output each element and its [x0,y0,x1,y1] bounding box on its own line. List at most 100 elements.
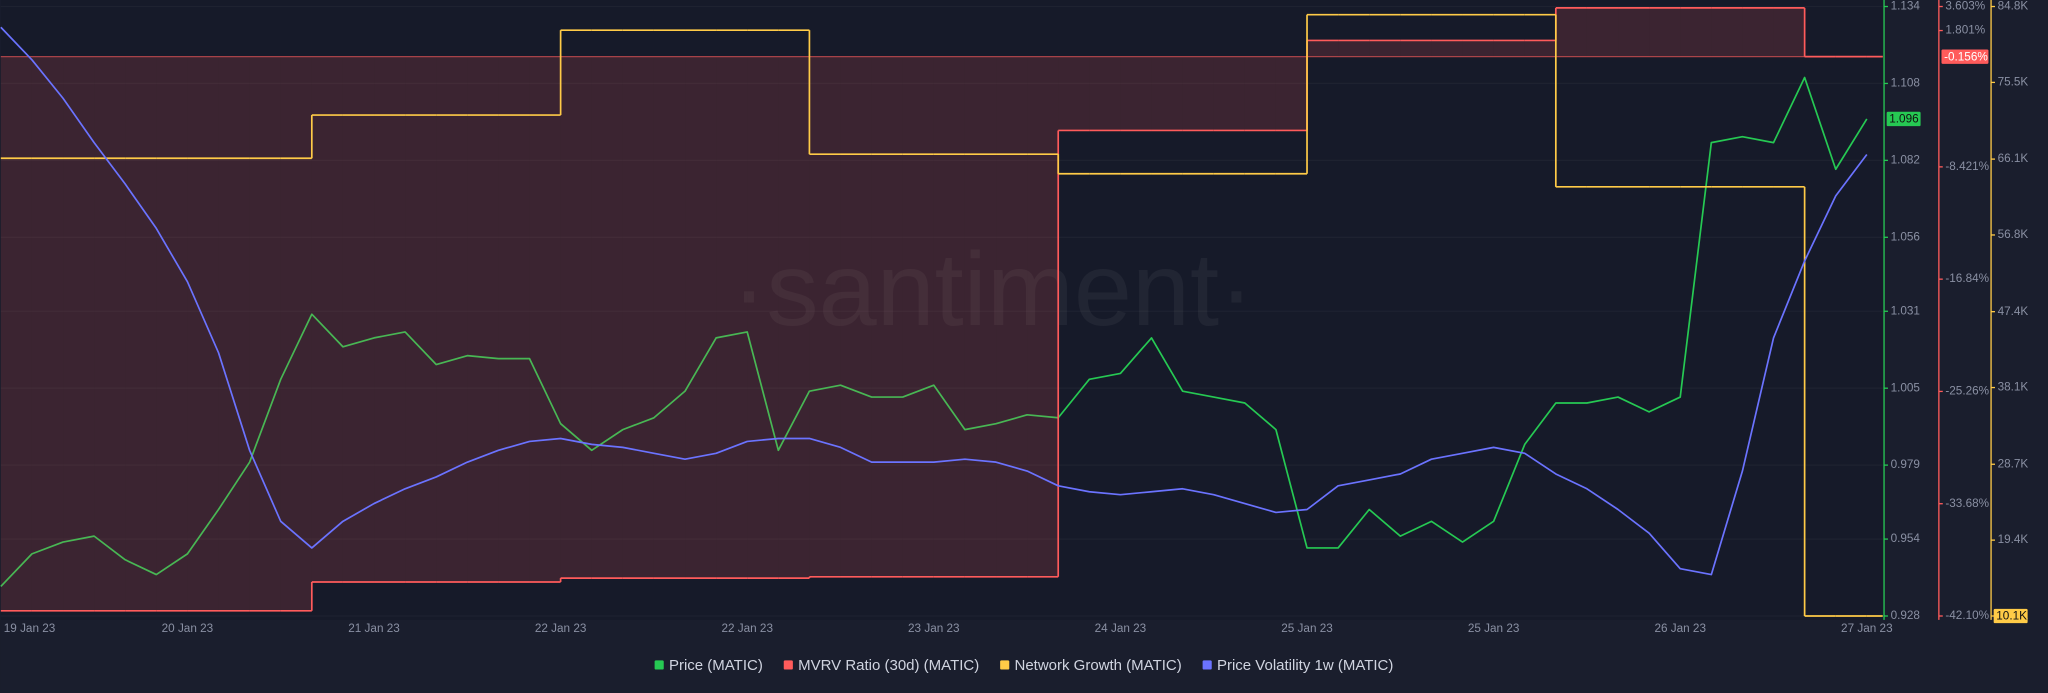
y-tick-label: -25.26% [1945,385,1989,398]
area-fill [1307,40,1339,57]
y-tick-label: 19.4K [1998,533,2029,546]
y-tick-label: 1.082 [1891,153,1920,166]
area-fill [1555,7,1587,57]
area-fill [1151,56,1183,131]
y-tick-label: -8.421% [1945,160,1989,173]
area-fill [1058,56,1090,131]
y-tick-label: -16.84% [1945,272,1989,285]
area-fill [280,56,312,611]
area-fill [747,56,779,579]
y-tick-label: 1.108 [1891,77,1921,90]
y-tick-label: 0.928 [1891,609,1921,622]
area-fill [1182,56,1214,131]
plot-area [0,0,1883,620]
x-tick-label: 26 Jan 23 [1654,622,1706,635]
legend-label: Price Volatility 1w (MATIC) [1217,657,1393,674]
y-tick-label: 0.954 [1891,532,1921,545]
area-fill [1493,40,1525,57]
area-fill [1431,40,1463,57]
legend-label: Network Growth (MATIC) [1014,657,1181,674]
y-tick-label: 75.5K [1998,75,2029,88]
area-fill [218,56,250,611]
legend: Price (MATIC) MVRV Ratio (30d) (MATIC) Net… [654,657,1393,674]
series-line [0,26,1868,576]
x-tick-label: 25 Jan 23 [1281,622,1333,635]
x-tick-label: 22 Jan 23 [721,622,773,635]
y-tick-label: 38.1K [1998,381,2029,394]
area-fill [1089,56,1121,131]
x-tick-label: 24 Jan 23 [1095,622,1147,635]
legend-swatch [1000,660,1010,670]
area-fill [840,56,872,577]
y-tick-label: 3.603% [1945,0,1985,13]
legend-label: MVRV Ratio (30d) (MATIC) [798,657,979,674]
legend-item: Price (MATIC) [654,657,763,674]
area-fill [1649,7,1681,57]
value-label: 1.096 [1889,113,1919,126]
area-fill [560,56,592,579]
y-tick-label: -42.10% [1945,609,1989,622]
x-tick-label: 22 Jan 23 [535,622,587,635]
area-fill [1462,40,1494,57]
x-tick-label: 20 Jan 23 [162,622,214,635]
legend-item: MVRV Ratio (30d) (MATIC) [783,657,979,674]
legend-label: Price (MATIC) [669,657,763,674]
area-fill [529,56,561,582]
area-fill [591,56,623,579]
area-fill [1524,40,1556,57]
area-fill [94,56,126,611]
area-fill [1773,7,1805,57]
area-fill [653,56,686,579]
area-fill [622,56,654,579]
area-fill [685,56,717,579]
area-fill [1120,56,1152,131]
area-fill [1618,7,1650,57]
area-fill [311,56,343,582]
area-fill [964,56,997,577]
legend-swatch [783,660,793,670]
value-badge [1993,608,2028,624]
value-label: -0.156% [1944,50,1988,63]
area-fill [1711,7,1743,57]
y-tick-label: 56.8K [1998,228,2029,241]
area-fill [1400,40,1432,57]
area-fill [187,56,219,611]
area-fill [933,56,965,577]
y-tick-label: 28.7K [1998,457,2029,470]
y-tick-label: 66.1K [1998,152,2029,165]
area-fill [0,56,32,611]
area-fill [1027,56,1059,577]
x-tick-label: 27 Jan 23 [1841,622,1893,635]
area-fill [1213,56,1245,131]
area-fill [156,56,188,611]
x-tick-label: 21 Jan 23 [348,622,400,635]
y-tick-label: 1.056 [1891,230,1921,243]
legend-swatch [1202,660,1212,670]
area-fill [1586,7,1619,57]
value-badge [1886,111,1921,127]
x-tick-label: 19 Jan 23 [4,622,56,635]
area-fill [809,56,841,577]
y-tick-label: 1.134 [1891,0,1921,13]
y-tick-label: 84.8K [1998,0,2029,13]
value-badge [1941,49,1989,64]
area-fill [249,56,281,611]
value-label: 10.1K [1996,610,2027,623]
y-tick-label: 1.005 [1891,381,1921,394]
y-tick-label: -33.68% [1945,497,1989,510]
area-fill [436,56,468,582]
area-fill [778,56,810,579]
area-fill [374,56,406,582]
legend-item: Price Volatility 1w (MATIC) [1202,657,1393,674]
area-fill [63,56,95,611]
area-fill [405,56,437,582]
area-fill [1369,40,1401,57]
x-tick-label: 23 Jan 23 [908,622,960,635]
area-fill [1244,56,1276,131]
y-tick-label: 1.801% [1945,24,1985,37]
legend-item: Network Growth (MATIC) [1000,657,1182,674]
area-fill [1338,40,1370,57]
y-tick-label: 0.979 [1891,458,1920,471]
